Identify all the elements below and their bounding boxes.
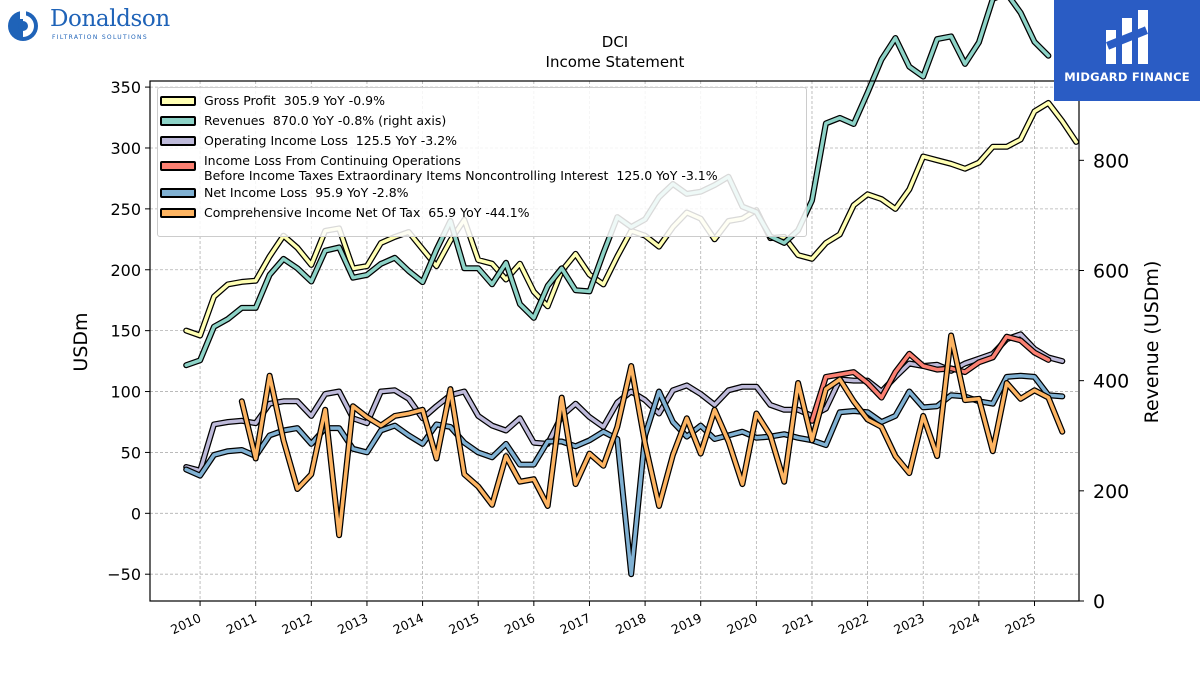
legend: Gross Profit 305.9 YoY -0.9% Revenues 870… [157, 87, 807, 237]
y-tick-label: 300 [110, 139, 141, 158]
donaldson-wordmark: Donaldson [50, 6, 170, 32]
y-tick-label: 200 [110, 261, 141, 280]
series-line-3 [810, 334, 1051, 423]
legend-swatch [160, 161, 196, 171]
x-tick-label: 2015 [446, 610, 481, 637]
donaldson-mark-icon [8, 11, 38, 41]
x-tick-label: 2021 [780, 610, 815, 637]
y2-tick-label: 0 [1093, 591, 1105, 613]
x-tick-label: 2023 [891, 610, 926, 637]
x-tick-label: 2013 [335, 610, 370, 637]
legend-swatch [160, 96, 196, 106]
midgard-wordmark: MIDGARD FINANCE [1064, 70, 1190, 84]
midgard-mark-icon [1106, 10, 1148, 64]
midgard-finance-logo: MIDGARD FINANCE [1054, 0, 1200, 101]
chart-subtitle: Income Statement [545, 53, 685, 71]
donaldson-logo: Donaldson FILTRATION SOLUTIONS [6, 6, 186, 46]
left-axis-ticks: −50 0 50 100 150 200 250 300 350 [107, 78, 150, 584]
x-tick-label: 2017 [558, 610, 593, 637]
y-tick-label: 250 [110, 200, 141, 219]
legend-label: Revenues 870.0 YoY -0.8% (right axis) [204, 113, 447, 128]
y-tick-label: 350 [110, 78, 141, 97]
x-tick-label: 2010 [168, 610, 203, 637]
series-line-4 [184, 373, 1065, 576]
y2-tick-label: 200 [1093, 481, 1129, 503]
donaldson-tagline: FILTRATION SOLUTIONS [52, 34, 148, 41]
legend-label: Comprehensive Income Net Of Tax 65.9 YoY… [204, 205, 530, 220]
y-axis-label: USDm [70, 312, 92, 371]
y-tick-label: 150 [110, 322, 141, 341]
x-tick-label: 2024 [947, 610, 982, 637]
x-tick-label: 2018 [613, 610, 648, 637]
legend-label: Operating Income Loss 125.5 YoY -3.2% [204, 133, 458, 148]
x-tick-label: 2020 [724, 610, 759, 637]
x-tick-label: 2016 [502, 610, 537, 637]
x-tick-label: 2011 [224, 610, 259, 637]
right-axis-ticks: 0 200 400 600 800 [1079, 150, 1129, 613]
series-line-5 [240, 333, 1065, 537]
y2-tick-label: 400 [1093, 371, 1129, 393]
plot-frame [149, 80, 1080, 602]
x-tick-label: 2022 [836, 610, 871, 637]
legend-swatch [160, 208, 196, 218]
y-tick-label: 100 [110, 383, 141, 402]
legend-swatch [160, 188, 196, 198]
legend-swatch [160, 116, 196, 126]
y2-axis-label: Revenue (USDm) [1141, 261, 1163, 424]
legend-label: Gross Profit 305.9 YoY -0.9% [204, 93, 386, 108]
y-tick-label: 50 [121, 443, 141, 462]
legend-label: Income Loss From Continuing Operations B… [204, 153, 718, 183]
legend-swatch [160, 136, 196, 146]
y2-tick-label: 800 [1093, 150, 1129, 172]
x-tick-label: 2025 [1003, 610, 1038, 637]
x-tick-label: 2019 [669, 610, 704, 637]
y-tick-label: −50 [107, 565, 141, 584]
x-tick-label: 2012 [279, 610, 314, 637]
chart-title: DCI [601, 33, 629, 51]
y2-tick-label: 600 [1093, 260, 1129, 282]
x-tick-label: 2014 [391, 610, 426, 637]
y-tick-label: 0 [131, 504, 141, 523]
x-axis-ticks: 2010 2011 2012 2013 2014 2015 2016 2017 2018 2019… [168, 601, 1038, 637]
legend-label: Net Income Loss 95.9 YoY -2.8% [204, 185, 409, 200]
